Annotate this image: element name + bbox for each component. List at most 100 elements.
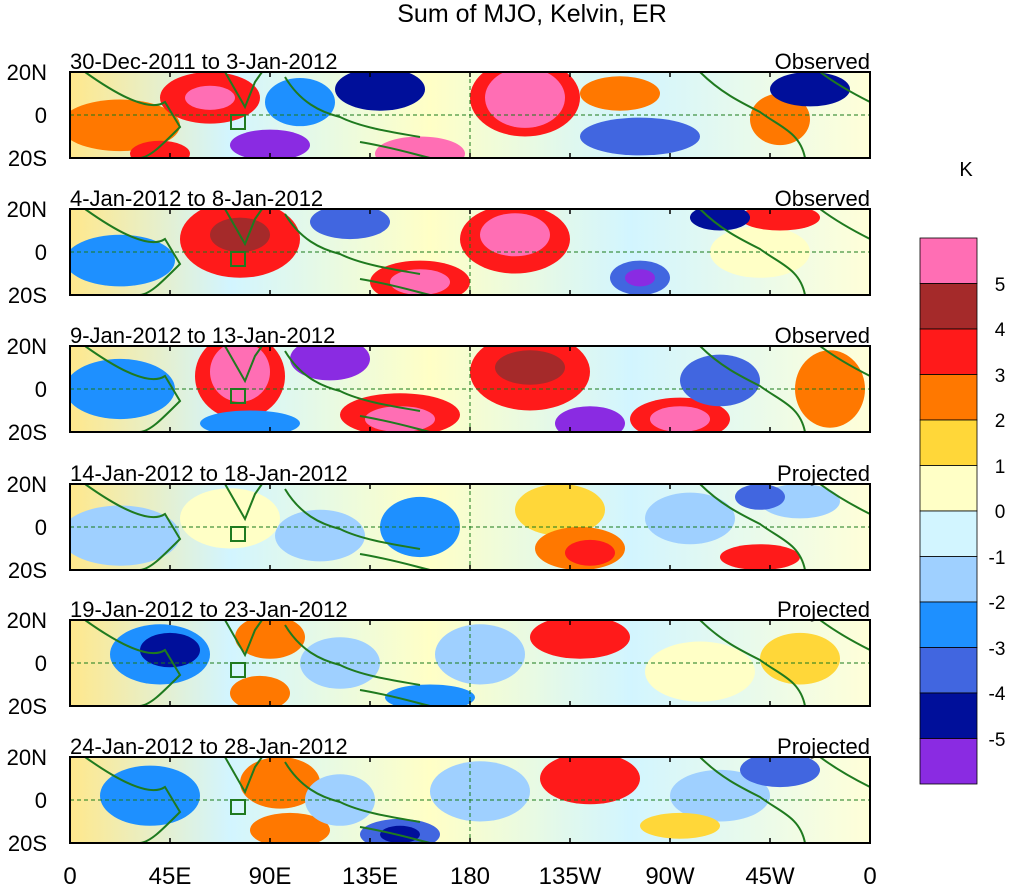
lat-label: 20N xyxy=(7,608,47,633)
lat-label: 0 xyxy=(35,377,47,402)
map-panel: 20N 0 20S 30-Dec-2011 to 3-Jan-2012 Observed xyxy=(7,49,871,171)
lat-label: 20S xyxy=(8,420,47,445)
anomaly-contour xyxy=(100,765,200,826)
anomaly-contour xyxy=(625,269,655,287)
map-panels: 20N 0 20S 30-Dec-2011 to 3-Jan-2012 Observed… xyxy=(7,49,871,856)
anomaly-contour xyxy=(480,213,550,257)
anomaly-contour xyxy=(430,761,530,822)
anomaly-contour xyxy=(565,539,615,566)
map-panel: 20N 0 20S 9-Jan-2012 to 13-Jan-2012 Observed xyxy=(7,323,871,445)
anomaly-contour xyxy=(265,78,335,127)
anomaly-contour xyxy=(70,234,175,287)
reference-box xyxy=(230,662,246,678)
panel-date-range: 24-Jan-2012 to 28-Jan-2012 xyxy=(70,734,348,759)
anomaly-field xyxy=(70,209,820,295)
anomaly-contour xyxy=(740,209,820,231)
anomaly-contour xyxy=(240,757,320,809)
anomaly-contour xyxy=(70,505,180,566)
anomaly-contour xyxy=(130,140,190,158)
colorbar-swatch xyxy=(919,692,978,739)
lon-label-135w: 135W xyxy=(539,863,602,889)
colorbar-boxes xyxy=(919,237,978,785)
lat-label: 20N xyxy=(7,334,47,359)
lat-label: 0 xyxy=(35,788,47,813)
anomaly-contour xyxy=(555,406,625,432)
lon-label-45e: 45E xyxy=(149,863,192,889)
lat-label: 20N xyxy=(7,197,47,222)
lat-label: 0 xyxy=(35,240,47,265)
panel-status: Observed xyxy=(775,49,870,74)
panel-date-range: 14-Jan-2012 to 18-Jan-2012 xyxy=(70,461,348,486)
panel-date-range: 30-Dec-2011 to 3-Jan-2012 xyxy=(70,49,337,74)
legend-level-4: 4 xyxy=(995,320,1006,341)
map-panel: 20N 0 20S 14-Jan-2012 to 18-Jan-2012 Project… xyxy=(7,461,871,583)
coastlines xyxy=(84,346,870,432)
anomaly-contour xyxy=(580,117,700,156)
lat-label: 20N xyxy=(7,60,47,85)
reference-box xyxy=(230,388,246,404)
anomaly-contour xyxy=(670,769,770,822)
panel-status: Projected xyxy=(777,734,870,759)
legend-level-1: 1 xyxy=(995,457,1006,478)
colorbar-swatch xyxy=(919,556,978,603)
reference-box xyxy=(230,526,246,542)
anomaly-contour xyxy=(750,93,810,146)
reference-box xyxy=(230,114,246,130)
coastlines xyxy=(84,620,870,706)
anomaly-contour xyxy=(640,812,720,839)
anomaly-contour xyxy=(485,72,565,128)
anomaly-contour xyxy=(230,675,290,706)
anomaly-contour xyxy=(740,757,820,788)
figure-title: Sum of MJO, Kelvin, ER xyxy=(397,0,667,28)
reference-box xyxy=(230,799,246,815)
colorbar-swatch xyxy=(919,738,978,785)
legend-level-m2: -2 xyxy=(989,593,1006,614)
anomaly-contour xyxy=(290,346,370,381)
legend-level-5: 5 xyxy=(995,275,1006,296)
anomaly-contour xyxy=(275,509,365,562)
colorbar-swatch xyxy=(919,237,978,284)
anomaly-contour xyxy=(335,72,425,111)
anomaly-contour xyxy=(185,85,235,110)
anomaly-contour xyxy=(495,350,565,385)
map-panel: 20N 0 20S 24-Jan-2012 to 28-Jan-2012 Project… xyxy=(7,734,871,856)
lon-label-0-end: 0 xyxy=(863,863,876,889)
anomaly-field xyxy=(70,484,840,570)
lat-label: 0 xyxy=(35,515,47,540)
anomaly-field xyxy=(70,72,850,158)
anomaly-contour xyxy=(645,641,755,702)
anomaly-contour xyxy=(250,812,330,843)
colorbar-swatch xyxy=(919,328,978,375)
lat-label: 20N xyxy=(7,745,47,770)
lat-label: 20S xyxy=(8,146,47,171)
panel-status: Projected xyxy=(777,597,870,622)
legend-level-m1: -1 xyxy=(989,548,1006,569)
legend-level-3: 3 xyxy=(995,366,1006,387)
legend-level-m4: -4 xyxy=(989,684,1006,705)
lat-label: 20S xyxy=(8,283,47,308)
panel-date-range: 4-Jan-2012 to 8-Jan-2012 xyxy=(70,186,323,211)
colorbar-swatch xyxy=(919,647,978,694)
lon-label-90w: 90W xyxy=(645,863,695,889)
anomaly-contour xyxy=(770,72,850,107)
legend-level-0: 0 xyxy=(995,502,1006,523)
anomaly-contour xyxy=(515,484,605,536)
anomaly-contour xyxy=(180,488,280,549)
anomaly-contour xyxy=(365,406,435,432)
panel-status: Observed xyxy=(775,186,870,211)
lat-label: 20S xyxy=(8,694,47,719)
legend-level-m5: -5 xyxy=(989,730,1006,751)
colorbar-swatch xyxy=(919,283,978,330)
anomaly-contour xyxy=(230,129,310,158)
coastlines xyxy=(84,209,870,295)
anomaly-contour xyxy=(760,632,840,685)
lat-label: 0 xyxy=(35,103,47,128)
anomaly-contour xyxy=(735,484,785,510)
lat-label: 0 xyxy=(35,651,47,676)
map-panel: 20N 0 20S 4-Jan-2012 to 8-Jan-2012 Observed xyxy=(7,186,871,308)
legend-unit: K xyxy=(959,159,973,181)
lon-label-90e: 90E xyxy=(249,863,292,889)
panel-status: Observed xyxy=(775,323,870,348)
anomaly-contour xyxy=(720,544,800,570)
anomaly-contour xyxy=(435,624,525,685)
